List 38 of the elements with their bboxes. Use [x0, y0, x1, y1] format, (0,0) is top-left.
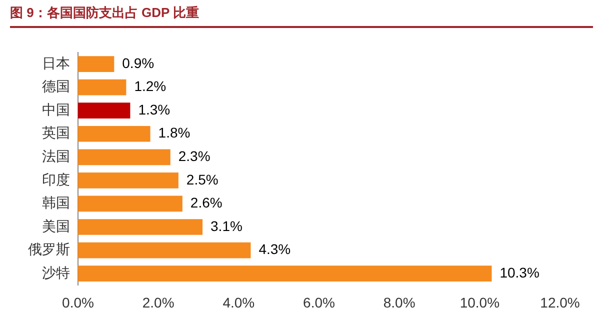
bar	[78, 126, 150, 142]
data-label: 1.2%	[134, 78, 166, 94]
x-tick-label: 2.0%	[142, 294, 174, 310]
data-label: 1.8%	[158, 124, 190, 141]
data-label: 2.6%	[190, 194, 222, 211]
x-tick-label: 8.0%	[383, 294, 416, 310]
data-label: 4.3%	[258, 241, 291, 258]
y-tick-label: 英国	[42, 124, 70, 141]
bar	[78, 266, 492, 282]
y-tick-label: 印度	[42, 171, 70, 188]
y-tick-label: 俄罗斯	[28, 241, 70, 258]
bar	[78, 56, 114, 72]
x-tick-label: 4.0%	[222, 294, 255, 310]
y-tick-label: 德国	[42, 78, 70, 94]
y-tick-label: 韩国	[42, 194, 70, 211]
x-tick-label: 10.0%	[460, 294, 500, 310]
y-tick-label: 日本	[42, 54, 70, 71]
data-label: 2.3%	[178, 148, 210, 164]
y-tick-label: 美国	[42, 218, 70, 234]
chart-title: 图 9：各国国防支出占 GDP 比重	[10, 4, 593, 28]
data-label: 2.5%	[186, 171, 218, 188]
bar	[78, 149, 170, 166]
bar	[78, 242, 251, 258]
data-label: 1.3%	[138, 101, 170, 118]
bar	[78, 172, 178, 188]
data-label: 0.9%	[122, 54, 154, 71]
y-tick-label: 沙特	[42, 264, 70, 280]
data-label: 10.3%	[500, 264, 540, 280]
x-tick-label: 12.0%	[540, 294, 580, 310]
bar	[78, 196, 182, 212]
data-label: 3.1%	[210, 218, 242, 234]
y-tick-label: 中国	[42, 101, 70, 118]
y-tick-label: 法国	[42, 148, 70, 164]
bar	[78, 102, 130, 119]
bar	[78, 79, 126, 96]
x-tick-label: 6.0%	[303, 294, 335, 310]
x-tick-label: 0.0%	[62, 294, 94, 310]
bar	[78, 219, 203, 235]
